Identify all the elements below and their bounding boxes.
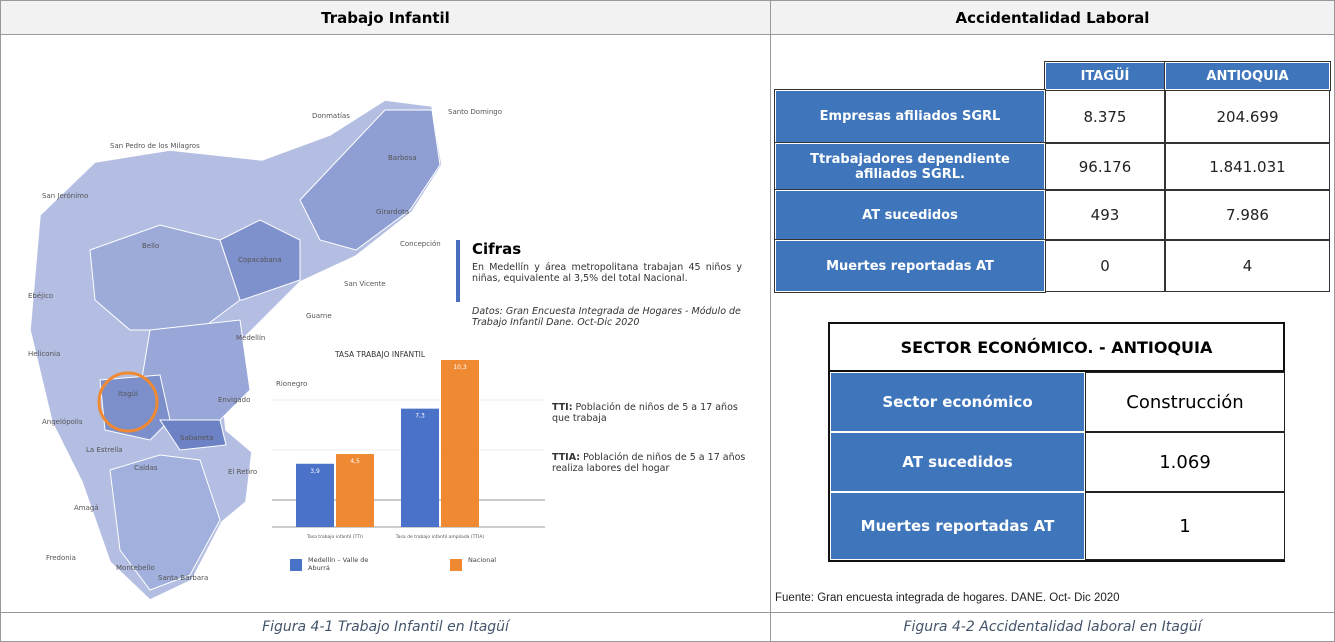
cell-value: 4 bbox=[1165, 240, 1330, 292]
row-label: Ttrabajadores dependiente afiliados SGRL… bbox=[774, 142, 1046, 191]
category-label: Tasa trabajo infantil (TTI) bbox=[306, 534, 363, 540]
definition: TTIA: Población de niños de 5 a 17 años … bbox=[552, 452, 752, 474]
row-label: AT sucedidos bbox=[830, 432, 1085, 492]
definition: TTI: Población de niños de 5 a 17 años q… bbox=[552, 402, 752, 424]
legend-swatch bbox=[290, 559, 302, 571]
map-label: Copacabana bbox=[238, 256, 282, 264]
right-header: Accidentalidad Laboral bbox=[770, 0, 1335, 35]
map-label: Envigado bbox=[218, 396, 250, 404]
legend-label: Nacional bbox=[468, 556, 497, 564]
cell-value: 204.699 bbox=[1165, 90, 1330, 143]
cell-value: 96.176 bbox=[1045, 143, 1165, 190]
map-label: Medellín bbox=[236, 334, 265, 342]
map-label: Itagüí bbox=[118, 390, 139, 398]
map-figure: Donmatías Santo Domingo San Pedro de los M… bbox=[28, 99, 752, 601]
cell-value: 1.841.031 bbox=[1165, 143, 1330, 190]
map-region bbox=[99, 374, 171, 441]
column-header: ITAGÜÍ bbox=[1044, 61, 1166, 91]
map-label: Santo Domingo bbox=[448, 108, 502, 116]
bar-label: 10,3 bbox=[453, 364, 467, 371]
map-label: Concepción bbox=[400, 240, 441, 248]
cell-value: 493 bbox=[1045, 190, 1165, 240]
bar bbox=[296, 463, 334, 527]
map-label: Ebéjico bbox=[28, 292, 53, 300]
cifras-title: Cifras bbox=[472, 240, 522, 258]
map-label: San Pedro de los Milagros bbox=[110, 142, 200, 150]
itagui-highlight bbox=[97, 371, 159, 433]
map-label: Girardota bbox=[376, 208, 409, 216]
category-label: Tasa de trabajo infantil ampliada (TTIA) bbox=[395, 534, 485, 540]
map-label: San Vicente bbox=[344, 280, 386, 288]
map-region bbox=[89, 224, 241, 331]
map-region bbox=[159, 419, 227, 451]
cifras-title: Cifras bbox=[472, 240, 522, 258]
cell-value: 8.375 bbox=[1045, 90, 1165, 143]
bar-label: 4,5 bbox=[350, 458, 360, 465]
map-label: Bello bbox=[142, 242, 159, 250]
row-label: Muertes reportadas AT bbox=[830, 492, 1085, 560]
legend-label: Medellín – Valle de Aburrá bbox=[308, 556, 369, 572]
map-label: El Retiro bbox=[228, 468, 257, 476]
cifras-source: Datos: Gran Encuesta Integrada de Hogare… bbox=[472, 306, 741, 328]
cell-value: 1 bbox=[1085, 492, 1285, 560]
cifras-bar bbox=[456, 240, 460, 302]
map-label: Rionegro bbox=[276, 380, 307, 388]
map-label: San Jerónimo bbox=[42, 192, 88, 200]
bar bbox=[441, 360, 479, 527]
legend-label: Medellín – Valle de Aburrá bbox=[308, 556, 369, 572]
cell-value: 7.986 bbox=[1165, 190, 1330, 240]
map-label: Caldas bbox=[134, 464, 158, 472]
definition-term: TTI: bbox=[552, 402, 573, 413]
row-label: Empresas afiliados SGRL bbox=[774, 89, 1046, 144]
map-label: Guarne bbox=[306, 312, 332, 320]
map-label: Fredonia bbox=[46, 554, 76, 562]
chart-title: TASA TRABAJO INFANTIL bbox=[334, 350, 426, 359]
left-header: Trabajo Infantil bbox=[0, 0, 771, 35]
cell-value: Construcción bbox=[1085, 372, 1285, 432]
map-region bbox=[109, 454, 221, 591]
map-label: Angelópolis bbox=[42, 418, 83, 426]
map-region bbox=[219, 219, 301, 301]
legend-label: Nacional bbox=[468, 556, 497, 564]
map-label: Barbosa bbox=[388, 154, 417, 162]
cell-value: 1.069 bbox=[1085, 432, 1285, 492]
definition: TTIA: Población de niños de 5 a 17 años … bbox=[552, 452, 752, 474]
bar bbox=[336, 454, 374, 527]
definition-term: TTIA: bbox=[552, 452, 581, 463]
definition-text: Población de niños de 5 a 17 años que tr… bbox=[552, 402, 738, 424]
cifras-text: En Medellín y área metropolitana trabaja… bbox=[472, 262, 742, 284]
definition-text: Población de niños de 5 a 17 años realiz… bbox=[552, 452, 746, 474]
map-label: Donmatías bbox=[312, 112, 350, 120]
row-label: Muertes reportadas AT bbox=[774, 239, 1046, 293]
map-label: Santa Bárbara bbox=[158, 574, 208, 582]
source-note: Fuente: Gran encuesta integrada de hogar… bbox=[775, 592, 1120, 604]
map-region bbox=[299, 109, 441, 251]
bar-label: 7,3 bbox=[415, 413, 425, 420]
map-label: Sabaneta bbox=[180, 434, 213, 442]
bar-label: 3,9 bbox=[310, 468, 320, 475]
column-header: ANTIOQUIA bbox=[1164, 61, 1331, 91]
map-label: La Estrella bbox=[86, 446, 122, 454]
bar bbox=[401, 408, 439, 527]
right-caption: Figura 4-2 Accidentalidad laboral en Ita… bbox=[770, 612, 1335, 642]
cifras-source: Datos: Gran Encuesta Integrada de Hogare… bbox=[472, 306, 741, 328]
definition: TTI: Población de niños de 5 a 17 años q… bbox=[552, 402, 752, 424]
legend-swatch bbox=[450, 559, 462, 571]
map-label: Heliconia bbox=[28, 350, 60, 358]
row-label: AT sucedidos bbox=[774, 189, 1046, 241]
left-caption: Figura 4-1 Trabajo Infantil en Itagüí bbox=[0, 612, 771, 642]
map-label: Amagá bbox=[74, 504, 99, 512]
row-label: Sector económico bbox=[830, 372, 1085, 432]
cell-value: 0 bbox=[1045, 240, 1165, 292]
table2-title: SECTOR ECONÓMICO. - ANTIOQUIA bbox=[828, 322, 1285, 372]
cifras-text: En Medellín y área metropolitana trabaja… bbox=[472, 262, 742, 284]
map-label: Montebello bbox=[116, 564, 155, 572]
